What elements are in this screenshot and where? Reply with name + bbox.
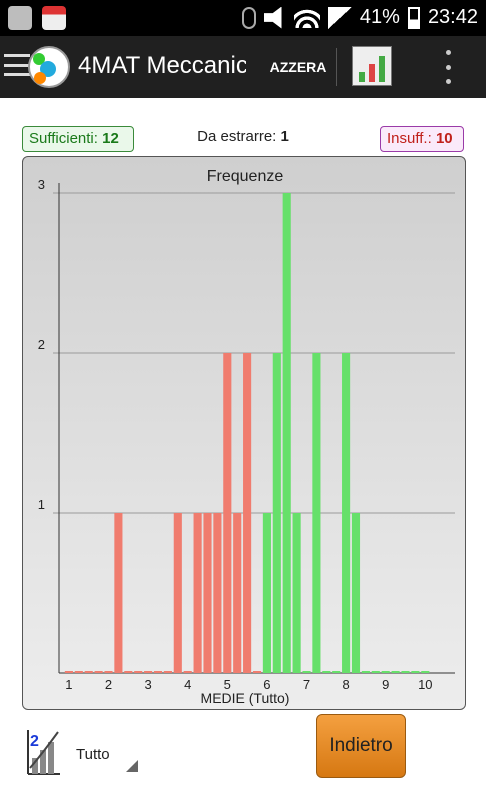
bar xyxy=(124,671,133,673)
to-extract: Da estrarre: 1 xyxy=(160,128,326,145)
to-extract-label: Da estrarre: xyxy=(197,128,277,145)
bar xyxy=(342,353,351,673)
battery-icon xyxy=(407,6,420,29)
bar xyxy=(371,671,380,673)
bar xyxy=(401,671,410,673)
x-axis-label: MEDIE (Tutto) xyxy=(201,690,290,706)
bar xyxy=(421,671,430,673)
bar xyxy=(134,671,143,673)
chart-canvas: Frequenze MEDIE (Tutto) 1 2 3 1 2 3 4 5 6 7 8 9 10 xyxy=(38,168,455,706)
frequency-chart: Frequenze MEDIE (Tutto) 1 2 3 1 2 3 4 5 6 7 8 9 10 xyxy=(22,156,466,710)
x-tick-label: 9 xyxy=(382,677,389,692)
app-notification-icon xyxy=(8,6,32,30)
drawer-menu-icon[interactable] xyxy=(4,54,30,76)
overflow-menu-icon[interactable] xyxy=(438,50,458,84)
bar xyxy=(292,513,301,673)
toolbar-divider xyxy=(336,48,337,86)
bar xyxy=(213,513,222,673)
bar xyxy=(144,671,153,673)
x-tick-label: 2 xyxy=(105,677,112,692)
notification-icons xyxy=(8,6,66,30)
signal-icon xyxy=(327,6,352,29)
x-tick-label: 7 xyxy=(303,677,310,692)
bar xyxy=(84,671,93,673)
x-tick-label: 10 xyxy=(418,677,432,692)
app-logo-icon[interactable] xyxy=(28,46,70,88)
reset-button[interactable]: AZZERA xyxy=(269,59,327,75)
x-tick-label: 5 xyxy=(224,677,231,692)
bar xyxy=(302,671,311,673)
bar xyxy=(94,671,103,673)
bar xyxy=(282,193,291,673)
bar xyxy=(322,671,331,673)
x-tick-label: 6 xyxy=(263,677,270,692)
wifi-icon xyxy=(293,7,320,28)
y-tick-label: 2 xyxy=(38,337,45,352)
bluetooth-icon xyxy=(241,6,256,29)
chart-title: Frequenze xyxy=(207,168,284,185)
bar xyxy=(252,671,262,673)
clock: 23:42 xyxy=(427,6,478,28)
bar xyxy=(153,671,163,673)
bar xyxy=(381,671,390,673)
back-button[interactable]: Indietro xyxy=(316,714,406,778)
bar xyxy=(233,513,242,673)
x-tick-label: 4 xyxy=(184,677,191,692)
bar xyxy=(74,671,83,673)
sufficient-label: Sufficienti: xyxy=(29,130,98,147)
y-tick-label: 3 xyxy=(38,177,45,192)
system-status: 41% 23:42 xyxy=(241,6,478,29)
insufficient-count: 10 xyxy=(435,130,453,147)
sufficient-badge: Sufficienti: 12 xyxy=(22,126,134,152)
battery-percent: 41% xyxy=(359,6,400,28)
bar xyxy=(361,671,370,673)
mute-icon xyxy=(263,6,282,29)
bar xyxy=(332,671,341,673)
bar xyxy=(104,671,113,673)
sufficient-count: 12 xyxy=(102,130,119,147)
bar xyxy=(272,353,281,673)
dropdown-arrow-icon xyxy=(126,760,138,772)
bar xyxy=(163,671,172,673)
bar xyxy=(351,513,361,673)
trend-chart-icon[interactable]: 2 xyxy=(26,728,62,776)
bar xyxy=(183,671,192,673)
bar xyxy=(243,353,252,673)
bar xyxy=(391,671,400,673)
bar xyxy=(312,353,321,673)
insufficient-label: Insuff.: xyxy=(387,130,432,147)
bar xyxy=(223,353,232,673)
filter-select[interactable]: Tutto xyxy=(72,742,138,772)
x-tick-label: 1 xyxy=(65,677,72,692)
x-tick-label: 3 xyxy=(144,677,151,692)
status-bar: 41% 23:42 xyxy=(0,0,486,36)
calendar-notification-icon xyxy=(42,6,66,30)
bar xyxy=(64,671,73,673)
chart-icon[interactable] xyxy=(352,46,392,86)
bar xyxy=(203,513,212,673)
svg-text:2: 2 xyxy=(30,733,39,750)
to-extract-count: 1 xyxy=(280,128,289,145)
bar xyxy=(262,513,271,673)
bar xyxy=(173,513,182,673)
bar xyxy=(114,513,123,673)
x-tick-label: 8 xyxy=(342,677,349,692)
app-bar: 4MAT Meccanic AZZERA xyxy=(0,36,486,98)
bar xyxy=(411,671,420,673)
insufficient-badge: Insuff.: 10 xyxy=(380,126,464,152)
filter-value: Tutto xyxy=(76,746,110,763)
y-tick-label: 1 xyxy=(38,497,45,512)
app-title: 4MAT Meccanic xyxy=(78,52,246,79)
bar xyxy=(193,513,202,673)
